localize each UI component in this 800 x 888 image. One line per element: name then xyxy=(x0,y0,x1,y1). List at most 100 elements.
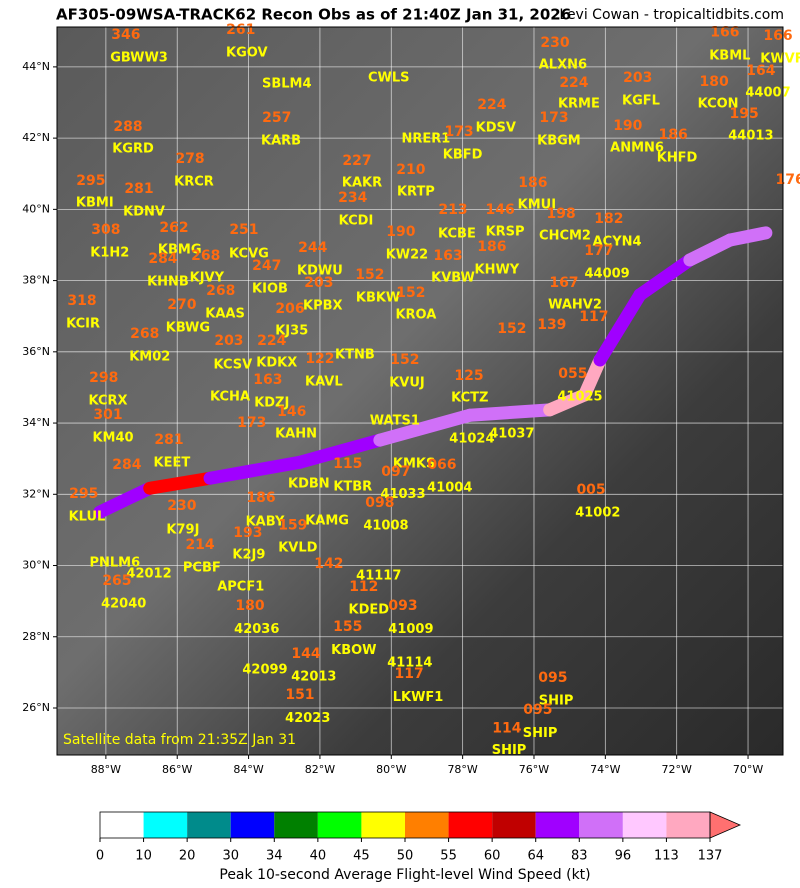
station-id: KCSV xyxy=(214,358,253,373)
obs-value: 284 xyxy=(148,251,177,267)
obs-value: 098 xyxy=(365,495,394,511)
obs-value: 155 xyxy=(333,619,362,635)
station-id: WAHV2 xyxy=(548,298,602,313)
obs-value: 176 xyxy=(776,172,800,188)
station-id: KGRD xyxy=(112,141,154,156)
obs-value: 095 xyxy=(523,702,552,718)
station-id: 44009 xyxy=(585,266,630,281)
colorbar-extend xyxy=(709,811,742,839)
station-id: 42012 xyxy=(126,567,171,582)
y-tick-label: 28°N xyxy=(22,630,50,643)
station-id: KAMG xyxy=(305,514,349,529)
obs-value: 163 xyxy=(253,372,282,388)
station-id: KCTZ xyxy=(451,391,488,406)
colorbar-tick-label: 137 xyxy=(698,849,723,864)
obs-value: 186 xyxy=(477,239,506,255)
obs-value: 182 xyxy=(594,211,623,227)
x-tick-label: 88°W xyxy=(91,763,121,776)
station-id: KRTP xyxy=(397,184,435,199)
obs-value: 224 xyxy=(477,97,506,113)
obs-value: 298 xyxy=(89,370,118,386)
station-id: KBMG xyxy=(158,242,202,257)
obs-value: 198 xyxy=(546,206,575,222)
colorbar-box xyxy=(143,812,188,838)
obs-value: 125 xyxy=(454,368,483,384)
station-id: SHIP xyxy=(523,726,558,741)
station-id: ALXN6 xyxy=(539,57,587,72)
obs-value: 152 xyxy=(390,352,419,368)
station-id: 42023 xyxy=(285,711,330,726)
track-segment xyxy=(463,403,557,422)
station-id: KTNB xyxy=(335,348,375,363)
station-id: KCHA xyxy=(210,390,250,405)
obs-value: 193 xyxy=(233,525,262,541)
y-tick-label: 34°N xyxy=(22,416,50,429)
colorbar-tick-label: 0 xyxy=(96,849,104,864)
obs-value: 151 xyxy=(285,687,314,703)
obs-value: 152 xyxy=(396,285,425,301)
obs-value: 262 xyxy=(159,220,188,236)
station-id: K79J xyxy=(166,522,199,537)
obs-value: 265 xyxy=(102,573,131,589)
station-id: 44013 xyxy=(728,128,773,143)
station-id: 44007 xyxy=(745,85,790,100)
station-id: KDNV xyxy=(123,204,165,219)
obs-value: 186 xyxy=(659,127,688,143)
station-id: KROA xyxy=(395,308,436,323)
colorbar-box xyxy=(666,812,710,838)
station-id: KIOB xyxy=(252,282,288,297)
y-tick-label: 36°N xyxy=(22,345,50,358)
colorbar-tick-label: 20 xyxy=(179,849,196,864)
station-id: SHIP xyxy=(492,743,527,758)
colorbar-tick-label: 34 xyxy=(266,849,283,864)
obs-value: 164 xyxy=(746,63,775,79)
obs-value: 278 xyxy=(175,151,204,167)
station-id: PNLM6 xyxy=(89,556,140,571)
station-id: 42040 xyxy=(101,596,146,611)
station-id: 41114 xyxy=(387,656,432,671)
obs-value: 097 xyxy=(381,464,410,480)
obs-value: 166 xyxy=(710,25,739,41)
station-id: KJVY xyxy=(190,271,225,286)
station-id: KARB xyxy=(261,133,301,148)
station-id: NRER1 xyxy=(401,131,450,146)
station-id: KCVG xyxy=(229,246,269,261)
station-id: KBML xyxy=(709,48,750,63)
station-id: CHCM2 xyxy=(539,229,591,244)
track-segment xyxy=(143,471,217,495)
station-id: KMUI xyxy=(518,198,556,213)
obs-value: 122 xyxy=(305,351,334,367)
obs-value: 177 xyxy=(584,243,613,259)
station-id: PCBF xyxy=(183,561,221,576)
colorbar-tick-label: 60 xyxy=(484,849,501,864)
station-id: ACYN4 xyxy=(593,235,642,250)
obs-value: 281 xyxy=(154,432,183,448)
obs-value: 268 xyxy=(206,283,235,299)
obs-value: 251 xyxy=(229,222,258,238)
station-id: KBOW xyxy=(331,643,376,658)
obs-value: 257 xyxy=(262,110,291,126)
track-segment xyxy=(633,253,697,302)
y-tick-label: 30°N xyxy=(22,559,50,572)
station-id: 41025 xyxy=(557,390,602,405)
colorbar-box xyxy=(579,812,623,838)
station-id: 41002 xyxy=(575,506,620,521)
obs-value: 144 xyxy=(291,646,320,662)
track-segment xyxy=(93,481,157,519)
station-id: 41033 xyxy=(380,487,425,502)
station-id: KRCR xyxy=(174,174,214,189)
obs-value: 295 xyxy=(76,173,105,189)
station-id: 41009 xyxy=(388,622,433,637)
station-id: KAVL xyxy=(305,375,343,390)
colorbar-box xyxy=(187,812,231,838)
station-id: KJ35 xyxy=(275,324,308,339)
obs-value: 093 xyxy=(388,598,417,614)
obs-value: 244 xyxy=(298,240,327,256)
colorbar-box xyxy=(100,812,144,838)
station-id: CWLS xyxy=(368,70,410,85)
obs-value: 210 xyxy=(396,162,425,178)
station-id: SBLM4 xyxy=(262,76,312,91)
station-id: KM02 xyxy=(129,350,170,365)
colorbar-tick-label: 64 xyxy=(527,849,544,864)
station-id: KGFL xyxy=(622,94,660,109)
